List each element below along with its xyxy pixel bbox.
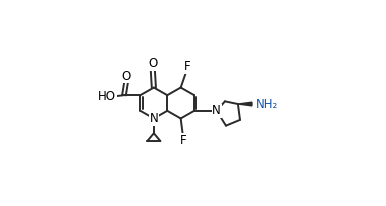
Text: N: N bbox=[212, 104, 221, 117]
Text: O: O bbox=[149, 57, 158, 70]
Text: F: F bbox=[180, 134, 187, 147]
Text: HO: HO bbox=[98, 90, 116, 103]
Text: NH₂: NH₂ bbox=[256, 97, 278, 111]
Text: O: O bbox=[122, 69, 131, 83]
Polygon shape bbox=[238, 102, 252, 106]
Text: N: N bbox=[149, 112, 158, 125]
Text: F: F bbox=[183, 60, 190, 74]
